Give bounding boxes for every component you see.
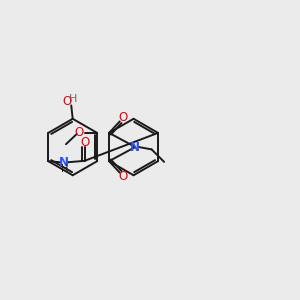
Text: O: O — [80, 136, 89, 149]
Text: O: O — [119, 170, 128, 183]
Text: N: N — [59, 156, 69, 169]
Text: H: H — [61, 164, 69, 174]
Text: H: H — [68, 94, 77, 104]
Text: N: N — [130, 140, 140, 154]
Text: O: O — [75, 126, 84, 140]
Text: O: O — [119, 111, 128, 124]
Text: O: O — [63, 95, 72, 108]
